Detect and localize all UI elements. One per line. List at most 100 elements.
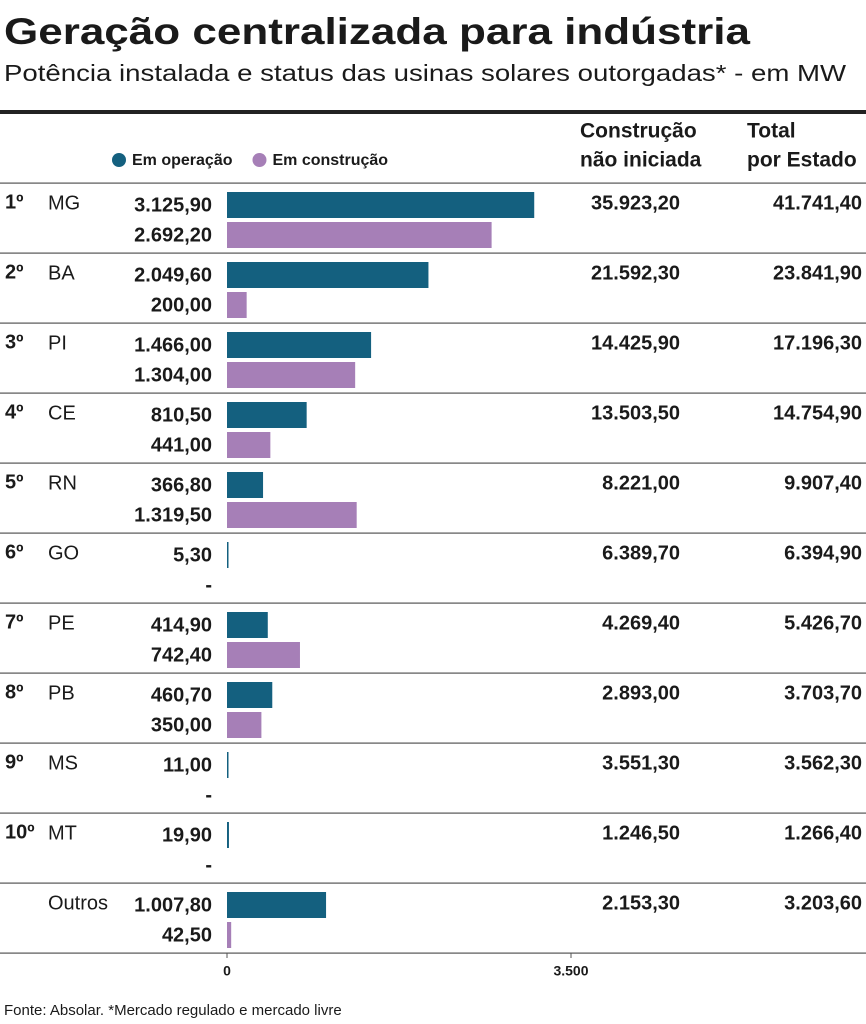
bar [227,922,232,948]
value-label: 441,00 [151,434,212,456]
row-separator [0,952,866,954]
row-separator [0,392,866,394]
bar [227,472,264,498]
table-cell: 2.893,00 [602,682,680,704]
value-label: 366,80 [151,474,212,496]
table-cell: 23.841,90 [773,262,862,284]
bar [227,712,262,738]
value-label: 11,00 [163,754,212,776]
bar [227,612,268,638]
row-separator [0,602,866,604]
bar [227,362,356,388]
category-label: PB [48,682,75,704]
bar [227,192,535,218]
x-tick-label: 0 [223,963,231,979]
source-note: Fonte: Absolar. *Mercado regulado e merc… [4,1002,342,1019]
row-separator [0,532,866,534]
x-tick-label: 3.500 [553,963,588,979]
table-cell: 6.389,70 [602,542,680,564]
rank: 1º [5,191,23,213]
column-header: por Estado [747,149,857,172]
legend-swatch [112,153,126,167]
bar [227,892,327,918]
rank: 3º [5,331,23,353]
category-label: Outros [48,892,108,914]
table-cell: 4.269,40 [602,612,680,634]
value-label: 1.304,00 [134,364,212,386]
value-label: 1.007,80 [134,894,212,916]
bar [227,542,229,568]
row-separator [0,462,866,464]
category-label: MG [48,192,80,214]
category-label: PE [48,612,75,634]
rank: 6º [5,541,23,563]
table-cell: 13.503,50 [591,402,680,424]
bar [227,262,429,288]
value-label: 414,90 [151,614,212,636]
category-label: BA [48,262,75,284]
value-label: - [205,574,212,596]
table-cell: 14.425,90 [591,332,680,354]
row-separator [0,252,866,254]
table-cell: 14.754,90 [773,402,862,424]
value-label: 460,70 [151,684,212,706]
column-header: não iniciada [580,149,702,172]
legend-label: Em construção [272,152,388,169]
value-label: 19,90 [162,824,212,846]
bar [227,642,300,668]
table-cell: 8.221,00 [602,472,680,494]
chart-title: Geração centralizada para indústria [4,11,750,52]
legend-swatch [252,153,267,167]
table-cell: 1.246,50 [602,822,680,844]
rank: 7º [5,611,23,633]
table-cell: 3.551,30 [602,752,680,774]
bar [227,822,229,848]
category-label: CE [48,402,76,424]
bar [227,432,271,458]
header-rule [0,110,866,114]
rank: 4º [5,401,23,423]
value-label: 42,50 [162,924,212,946]
value-label: 2.049,60 [134,264,212,286]
table-cell: 3.562,30 [784,752,862,774]
value-label: 1.319,50 [134,504,212,526]
table-cell: 6.394,90 [784,542,862,564]
table-cell: 1.266,40 [784,822,862,844]
value-label: 350,00 [151,714,212,736]
row-separator [0,812,866,814]
rank: 8º [5,681,23,703]
bar [227,292,247,318]
table-cell: 3.203,60 [784,892,862,914]
table-cell: 9.907,40 [784,472,862,494]
rank: 9º [5,751,23,773]
rank: 2º [5,261,23,283]
rank: 10º [5,821,35,843]
bar [227,402,307,428]
rank: 5º [5,471,23,493]
table-cell: 35.923,20 [591,192,680,214]
row-separator [0,322,866,324]
value-label: 810,50 [151,404,212,426]
value-label: 2.692,20 [134,224,212,246]
table-cell: 2.153,30 [602,892,680,914]
legend-label: Em operação [132,152,233,169]
table-cell: 17.196,30 [773,332,862,354]
column-header: Construção [580,120,697,143]
row-separator [0,672,866,674]
bar [227,332,372,358]
category-label: MS [48,752,78,774]
category-label: MT [48,822,77,844]
table-cell: 21.592,30 [591,262,680,284]
table-cell: 5.426,70 [784,612,862,634]
bar [227,222,492,248]
bar [227,752,229,778]
bar [227,502,357,528]
value-label: 3.125,90 [134,194,212,216]
category-label: GO [48,542,79,564]
column-header: Total [747,120,796,143]
category-label: RN [48,472,77,494]
value-label: 742,40 [151,644,212,666]
row-separator [0,882,866,884]
row-separator [0,182,866,184]
